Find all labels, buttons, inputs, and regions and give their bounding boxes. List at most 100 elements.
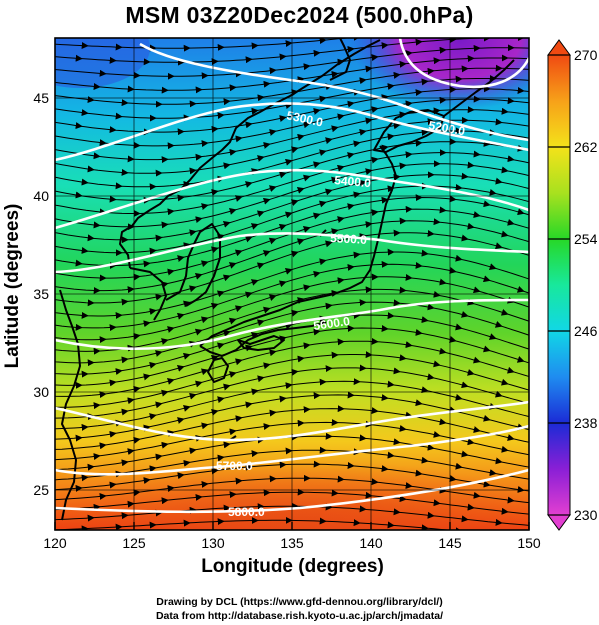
wind-arrow xyxy=(319,149,327,157)
wind-arrow xyxy=(269,349,277,357)
wind-arrow xyxy=(290,250,299,258)
wind-arrow xyxy=(405,100,413,108)
wind-arrow xyxy=(278,280,287,288)
wind-arrow xyxy=(143,424,151,432)
wind-arrow xyxy=(461,381,469,389)
wind-arrow xyxy=(296,238,305,246)
wind-arrow xyxy=(495,242,503,250)
wind-arrow xyxy=(183,459,191,467)
wind-arrow xyxy=(421,78,429,86)
wind-arrow xyxy=(371,54,379,62)
wind-arrow xyxy=(482,275,491,283)
wind-arrow xyxy=(200,316,209,324)
wind-arrow xyxy=(415,328,423,336)
wind-arrow xyxy=(381,144,389,152)
wind-arrow xyxy=(302,174,311,182)
wind-arrow xyxy=(347,100,355,108)
y-tick-label: 40 xyxy=(33,188,49,204)
wind-arrow xyxy=(149,308,157,315)
wind-arrow xyxy=(303,121,311,129)
wind-arrow xyxy=(263,362,271,370)
wind-arrow xyxy=(189,392,197,400)
wind-arrow xyxy=(269,409,277,417)
wind-arrow xyxy=(250,279,259,286)
wind-arrow xyxy=(161,338,169,345)
wind-arrow xyxy=(194,272,203,280)
wind-arrow xyxy=(393,71,401,79)
wind-arrow xyxy=(325,240,333,248)
wind-arrow xyxy=(133,385,141,393)
wind-arrow xyxy=(405,482,413,490)
wind-arrow xyxy=(312,212,321,220)
wind-arrow xyxy=(167,208,175,216)
wind-arrow xyxy=(75,259,83,267)
wind-arrow xyxy=(421,456,429,464)
wind-arrow xyxy=(517,208,525,216)
wind-arrow xyxy=(109,379,117,387)
wind-arrow xyxy=(285,382,293,390)
wind-arrow xyxy=(331,70,339,78)
wind-arrow xyxy=(483,139,491,147)
wind-arrow xyxy=(245,121,253,129)
wind-arrow xyxy=(421,249,429,257)
wind-arrow xyxy=(223,383,231,391)
wind-arrow xyxy=(216,342,225,350)
wind-arrow xyxy=(353,191,361,199)
wind-arrow xyxy=(324,188,333,196)
x-tick-label: 135 xyxy=(280,535,304,551)
wind-arrow xyxy=(268,237,277,245)
wind-arrow xyxy=(455,254,463,262)
wind-arrow xyxy=(516,286,525,293)
wind-arrow xyxy=(133,436,141,444)
wind-arrow xyxy=(262,250,271,257)
x-axis-label: Longitude (degrees) xyxy=(201,556,384,577)
colorbar-tick-label: 270 xyxy=(574,47,598,63)
wind-arrow xyxy=(177,255,185,262)
wind-arrow xyxy=(489,469,497,477)
wind-arrow xyxy=(268,185,277,192)
wind-arrow xyxy=(439,418,447,426)
wind-arrow xyxy=(143,477,151,485)
wind-arrow xyxy=(399,162,407,170)
x-tick-label: 145 xyxy=(438,535,462,551)
wind-arrow xyxy=(427,443,435,451)
wind-arrow xyxy=(257,155,265,162)
wind-arrow xyxy=(455,462,463,470)
wind-arrow xyxy=(93,453,101,461)
wind-arrow xyxy=(337,277,345,285)
wind-arrow xyxy=(371,106,379,114)
wind-arrow xyxy=(167,378,175,385)
wind-arrow xyxy=(399,354,407,362)
wind-arrow xyxy=(149,413,157,420)
wind-arrow xyxy=(278,171,287,179)
wind-arrow xyxy=(325,302,333,310)
wind-arrow xyxy=(337,113,345,121)
wind-arrow xyxy=(278,223,287,231)
wind-arrow xyxy=(200,368,209,376)
wind-arrow xyxy=(109,430,117,438)
wind-arrow xyxy=(229,208,237,215)
wind-arrow xyxy=(177,417,185,424)
wind-arrow xyxy=(467,298,475,306)
wind-arrow xyxy=(75,122,83,130)
contour-label: 5400.0 xyxy=(334,173,372,190)
x-axis-tick-labels: 120 125 130 135 140 145 150 xyxy=(43,535,541,551)
wind-arrow xyxy=(439,278,447,286)
wind-arrow xyxy=(371,209,379,217)
colorbar-tick-label: 262 xyxy=(574,139,598,155)
wind-arrow xyxy=(313,161,321,169)
x-tick-label: 130 xyxy=(201,535,225,551)
wind-arrow xyxy=(495,177,503,185)
x-tick-label: 140 xyxy=(359,535,383,551)
wind-arrow xyxy=(194,328,203,336)
wind-arrow xyxy=(325,137,333,145)
wind-arrow xyxy=(161,441,169,449)
wind-arrow xyxy=(303,63,311,71)
wind-arrow xyxy=(313,270,321,278)
wind-arrow xyxy=(284,267,293,275)
wind-arrow xyxy=(415,399,423,407)
wind-arrow xyxy=(399,424,407,432)
wind-arrow xyxy=(494,321,503,328)
wind-arrow xyxy=(133,332,141,340)
